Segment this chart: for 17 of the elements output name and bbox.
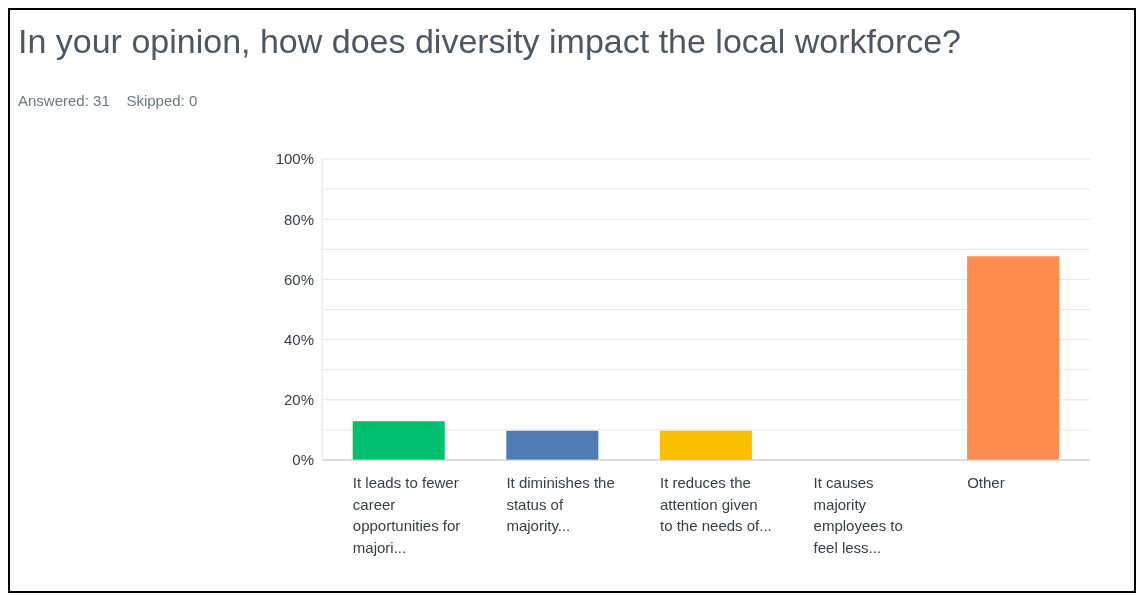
chart-title: In your opinion, how does diversity impact the local workforce?	[18, 22, 962, 61]
y-tick-label: 60%	[283, 270, 314, 288]
x-tick-label: It reduces the attention given to the needs of...	[660, 474, 772, 534]
x-tick-label: It leads to fewer career opportunities for majori...	[352, 474, 461, 556]
y-tick-label: 80%	[283, 210, 314, 228]
text: Answered: 31 Skipped: 0	[18, 92, 198, 109]
x-tick-label: Other	[967, 474, 1005, 491]
y-tick-label: 0%	[292, 451, 314, 469]
y-tick-label: 100%	[275, 150, 314, 168]
x-tick-label: It diminishes the status of majority...	[506, 474, 615, 534]
bar	[659, 430, 752, 460]
bar	[506, 430, 599, 460]
bar	[967, 256, 1060, 460]
x-tick-label: It causes majority employees to feel less...	[813, 474, 903, 556]
bar	[352, 421, 445, 460]
y-tick-label: 40%	[283, 330, 314, 348]
y-tick-label: 20%	[283, 391, 314, 409]
